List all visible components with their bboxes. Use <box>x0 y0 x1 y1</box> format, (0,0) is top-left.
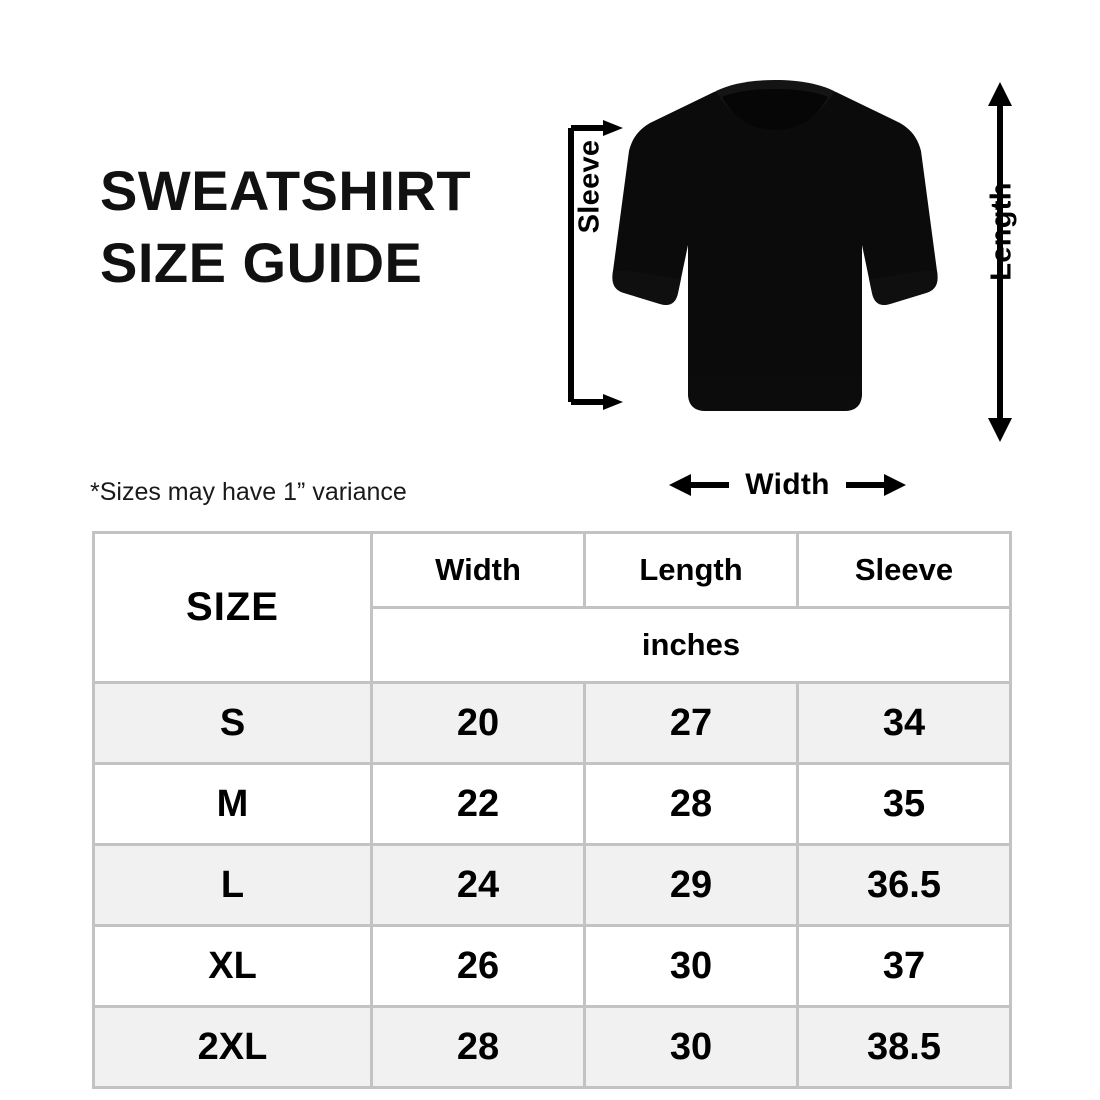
table-row: M 22 28 35 <box>92 762 1012 846</box>
width-column-header: Width <box>370 531 586 609</box>
row-m-width: 22 <box>370 762 586 846</box>
width-measure-label: Width <box>745 468 830 501</box>
width-arrow-right-icon <box>845 474 906 496</box>
row-s-width: 20 <box>370 681 586 765</box>
table-row: S 20 27 34 <box>92 681 1012 765</box>
row-l-sleeve: 36.5 <box>796 843 1012 927</box>
row-2xl-width: 28 <box>370 1005 586 1089</box>
row-s-length: 27 <box>583 681 799 765</box>
length-measure-label: Length <box>985 182 1018 281</box>
page-title-line-2: SIZE GUIDE <box>100 230 423 294</box>
row-size-l: L <box>92 843 373 927</box>
size-column-header: SIZE <box>92 531 373 684</box>
table-row: L 24 29 36.5 <box>92 843 1012 927</box>
table-row: 2XL 28 30 38.5 <box>92 1005 1012 1089</box>
sleeve-column-header: Sleeve <box>796 531 1012 609</box>
width-double-arrow-icon: Width <box>650 460 925 510</box>
row-size-m: M <box>92 762 373 846</box>
row-m-sleeve: 35 <box>796 762 1012 846</box>
row-2xl-length: 30 <box>583 1005 799 1089</box>
page-title: SWEATSHIRT SIZE GUIDE <box>100 155 570 298</box>
row-m-length: 28 <box>583 762 799 846</box>
row-size-2xl: 2XL <box>92 1005 373 1089</box>
row-l-width: 24 <box>370 843 586 927</box>
sweatshirt-illustration: Sleeve Length Width <box>555 60 1025 515</box>
row-l-length: 29 <box>583 843 799 927</box>
row-xl-sleeve: 37 <box>796 924 1012 1008</box>
row-size-s: S <box>92 681 373 765</box>
table-header-row-2: inches <box>94 606 1012 684</box>
row-s-sleeve: 34 <box>796 681 1012 765</box>
page-title-line-1: SWEATSHIRT <box>100 159 472 222</box>
row-2xl-sleeve: 38.5 <box>796 1005 1012 1089</box>
row-xl-length: 30 <box>583 924 799 1008</box>
sleeve-bracket-arrow-icon <box>568 120 623 410</box>
variance-note: *Sizes may have 1” variance <box>90 478 407 506</box>
table-row: XL 26 30 37 <box>92 924 1012 1008</box>
units-label: inches <box>370 606 1012 684</box>
size-chart-table: SIZE Width Length Sleeve inches S 20 27 … <box>92 531 1012 1089</box>
row-xl-width: 26 <box>370 924 586 1008</box>
row-size-xl: XL <box>92 924 373 1008</box>
sweatshirt-graphic <box>612 80 938 411</box>
table-header-row-1: SIZE Width Length Sleeve <box>92 531 1012 684</box>
sleeve-measure-label: Sleeve <box>573 139 606 234</box>
length-column-header: Length <box>583 531 799 609</box>
width-arrow-left-icon <box>669 474 730 496</box>
length-double-arrow-icon <box>988 82 1012 442</box>
